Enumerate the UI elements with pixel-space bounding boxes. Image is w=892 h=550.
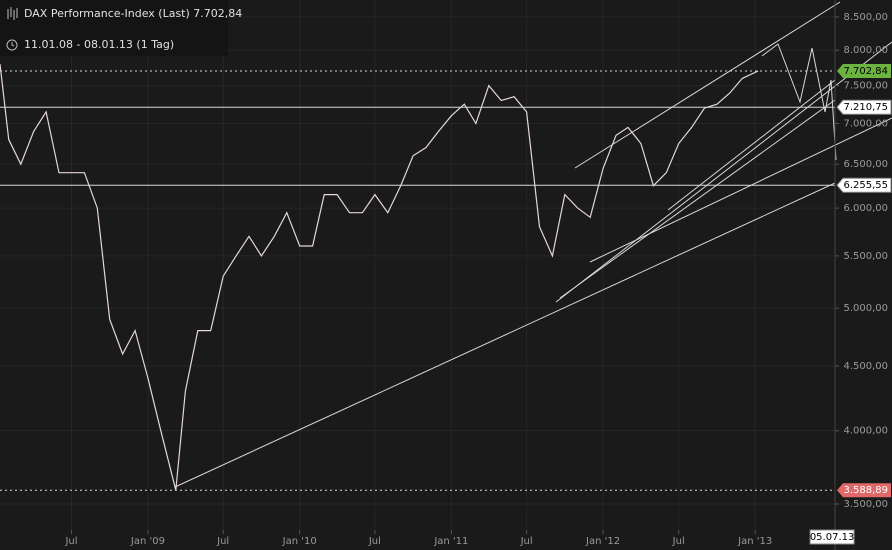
trendline (574, 1, 841, 169)
clock-icon (6, 39, 18, 51)
y-tick-label: 4.000,00 (843, 426, 888, 437)
level-label-box (837, 483, 891, 498)
y-tick-label: 5.500,00 (843, 251, 888, 262)
x-tick-label: Jan '12 (585, 536, 620, 547)
trendline (174, 182, 836, 488)
chart-title: DAX Performance-Index (Last) 7.702,84 (24, 7, 242, 20)
y-tick-label: 7.500,00 (843, 81, 888, 92)
y-tick-label: 3.500,00 (843, 499, 888, 510)
x-tick-label: Jul (216, 536, 229, 547)
x-tick-label: Jul (520, 536, 533, 547)
trendline (589, 117, 892, 263)
chart-subtitle: 11.01.08 - 08.01.13 (1 Tag) (24, 38, 174, 51)
x-tick-label: Jul (368, 536, 381, 547)
level-label: 3.588,89 (843, 485, 888, 496)
level-label: 7.702,84 (843, 66, 888, 77)
title-box (0, 0, 228, 56)
level-label-box (837, 63, 891, 78)
level-label: 6.255,55 (843, 180, 888, 191)
clock-hand (11, 42, 15, 47)
x-tick-label: Jan '09 (130, 536, 165, 547)
level-label-box (836, 99, 892, 115)
y-tick-label: 5.000,00 (843, 303, 888, 314)
y-tick-label: 7.000,00 (843, 118, 888, 129)
y-tick-label: 8.500,00 (843, 12, 888, 23)
cursor-label: 05.07.13 (810, 532, 855, 543)
projection (761, 43, 837, 161)
bar-icon (7, 7, 18, 20)
level-label-box (836, 177, 892, 193)
trendline (559, 99, 836, 299)
y-tick-label: 4.500,00 (843, 361, 888, 372)
x-tick-label: Jan '10 (282, 536, 317, 547)
x-tick-label: Jan '13 (737, 536, 772, 547)
y-tick-label: 6.500,00 (843, 159, 888, 170)
y-tick-label: 8.000,00 (843, 45, 888, 56)
trendline (667, 79, 836, 211)
x-tick-label: Jul (64, 536, 77, 547)
x-tick-label: Jan '11 (433, 536, 468, 547)
y-tick-label: 6.000,00 (843, 203, 888, 214)
price-line (0, 64, 759, 491)
plot (0, 64, 835, 491)
level-label: 7.210,75 (843, 102, 888, 113)
cursor-box (809, 529, 855, 545)
x-tick-label: Jul (672, 536, 685, 547)
